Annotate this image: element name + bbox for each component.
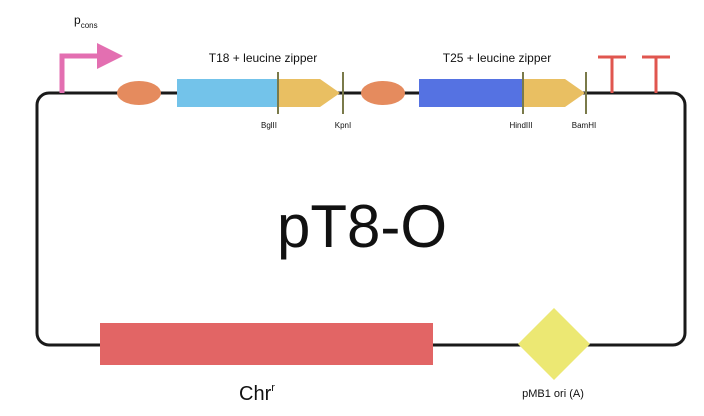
- site-label-hindiii: HindIII: [509, 121, 532, 130]
- promoter-arrow-icon: [59, 43, 123, 93]
- site-label-kpni: KpnI: [335, 121, 351, 130]
- resistance-label: Chrr: [239, 382, 275, 405]
- rbs-2: [361, 81, 405, 105]
- cassette-2-label: T25 + leucine zipper: [443, 51, 551, 65]
- leucine-zipper-2: [523, 79, 585, 107]
- t18-gene: [177, 79, 278, 107]
- origin-diamond-icon: [518, 308, 590, 380]
- chloramphenicol-resistance-gene: [100, 323, 433, 365]
- origin-label: pMB1 ori (A): [522, 388, 584, 400]
- leucine-zipper-1: [278, 79, 340, 107]
- terminator-icon: [642, 55, 670, 93]
- t25-gene: [419, 79, 523, 107]
- plasmid-name: pT8-O: [277, 193, 447, 260]
- restriction-site-markers: [277, 72, 587, 114]
- cassette-1-label: T18 + leucine zipper: [209, 51, 317, 65]
- terminator-icon: [598, 55, 626, 93]
- promoter-label: pcons: [74, 13, 98, 30]
- site-label-bglii: BglII: [261, 121, 277, 130]
- rbs-1: [117, 81, 161, 105]
- site-label-bamhi: BamHI: [572, 121, 596, 130]
